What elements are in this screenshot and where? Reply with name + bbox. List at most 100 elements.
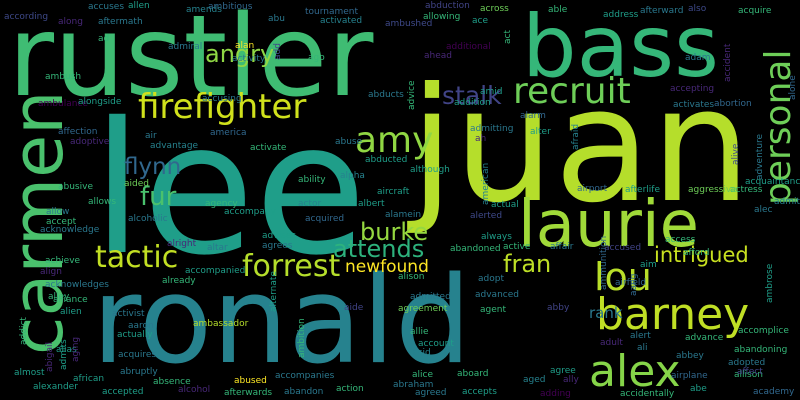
word: alamein	[385, 210, 421, 220]
word: alex	[589, 346, 681, 397]
word: across	[480, 4, 509, 14]
word: active	[503, 242, 531, 252]
word: abe	[690, 384, 707, 394]
word: acquire	[738, 6, 772, 16]
word: allow	[46, 207, 69, 217]
word: ally	[563, 375, 580, 385]
word: amid	[480, 87, 503, 97]
word: acknowledge	[40, 225, 100, 235]
word: actress	[730, 185, 763, 195]
word: abruptly	[120, 367, 158, 377]
word: accusing	[202, 94, 242, 104]
word: accompany	[224, 207, 277, 217]
word: agrees	[262, 241, 293, 251]
word: alan	[235, 41, 254, 51]
word: airport	[577, 184, 608, 194]
word: agency	[205, 199, 238, 209]
word: adventure	[755, 133, 765, 180]
word: amends	[186, 5, 222, 15]
word: always	[481, 232, 512, 242]
word: addition	[454, 98, 491, 108]
word: add	[273, 43, 283, 60]
word: admiral	[168, 42, 202, 52]
word: agreement	[398, 304, 448, 314]
word: alone	[788, 75, 798, 100]
word: abduction	[425, 1, 470, 11]
word: ability	[298, 175, 326, 185]
word: acquires	[118, 350, 156, 360]
word: alcohol	[178, 385, 210, 395]
word: accuses	[88, 2, 124, 12]
word: allows	[88, 197, 116, 207]
word: alternate	[269, 271, 279, 312]
word: ago	[308, 53, 325, 63]
word: forrest	[242, 249, 340, 284]
word: afterward	[640, 6, 683, 16]
word: amy	[355, 120, 433, 161]
word: adam	[685, 53, 711, 63]
word: accompanied	[185, 266, 245, 276]
word: admits	[59, 339, 69, 370]
word: activates	[673, 100, 714, 110]
word: burke	[360, 218, 428, 246]
word: abu	[268, 14, 285, 24]
word: alias	[56, 345, 77, 355]
word: acid	[412, 348, 431, 358]
word: accompanies	[275, 371, 335, 381]
word: allen	[128, 1, 150, 11]
word: alert	[630, 331, 651, 341]
word: abby	[547, 303, 570, 313]
word: although	[410, 165, 450, 175]
word: afraid	[571, 124, 581, 150]
word: ambush	[45, 72, 81, 82]
word: abigail	[45, 342, 55, 372]
word: ambrose	[765, 263, 775, 303]
word: stalk	[442, 81, 502, 110]
word: accomplice	[738, 326, 789, 336]
word: aang	[629, 274, 639, 296]
word: accepted	[102, 387, 143, 397]
word: alerted	[470, 211, 502, 221]
word: accepting	[670, 84, 714, 94]
word: accident	[723, 43, 733, 82]
word: abbey	[676, 351, 704, 361]
word: affection	[58, 127, 97, 137]
word: abused	[234, 376, 267, 386]
word: ronald	[92, 252, 471, 391]
word: ah	[475, 134, 486, 144]
word: abusive	[58, 182, 93, 192]
word: african	[73, 374, 104, 384]
word: carmen	[0, 90, 79, 355]
word: accused	[604, 243, 641, 253]
word: agent	[480, 305, 506, 315]
word: ahead	[424, 51, 452, 61]
word: abducts	[368, 90, 404, 100]
word: according	[4, 12, 48, 22]
word: ambulance	[38, 99, 88, 109]
word: altar	[207, 243, 228, 253]
word: align	[40, 267, 62, 277]
word: ambassador	[193, 319, 249, 329]
word: aircraft	[377, 187, 410, 197]
word: aboard	[457, 369, 489, 379]
word: ad	[98, 34, 109, 44]
word: fur	[140, 182, 177, 212]
word: air	[145, 131, 157, 141]
word: abandon	[284, 387, 323, 397]
word: already	[162, 276, 196, 286]
word: almost	[14, 368, 45, 378]
word: fran	[503, 250, 551, 278]
word: laurie	[518, 188, 699, 262]
word: personal	[758, 50, 799, 205]
word: account	[418, 339, 454, 349]
word: firefighter	[138, 87, 306, 127]
word: actually	[117, 330, 153, 340]
word: abandoned	[450, 244, 501, 254]
word: alter	[530, 127, 551, 137]
word: juan	[407, 54, 751, 238]
word: alright	[167, 239, 197, 249]
word: afterwards	[224, 388, 272, 398]
word: actual	[491, 200, 519, 210]
word: along	[58, 17, 83, 27]
